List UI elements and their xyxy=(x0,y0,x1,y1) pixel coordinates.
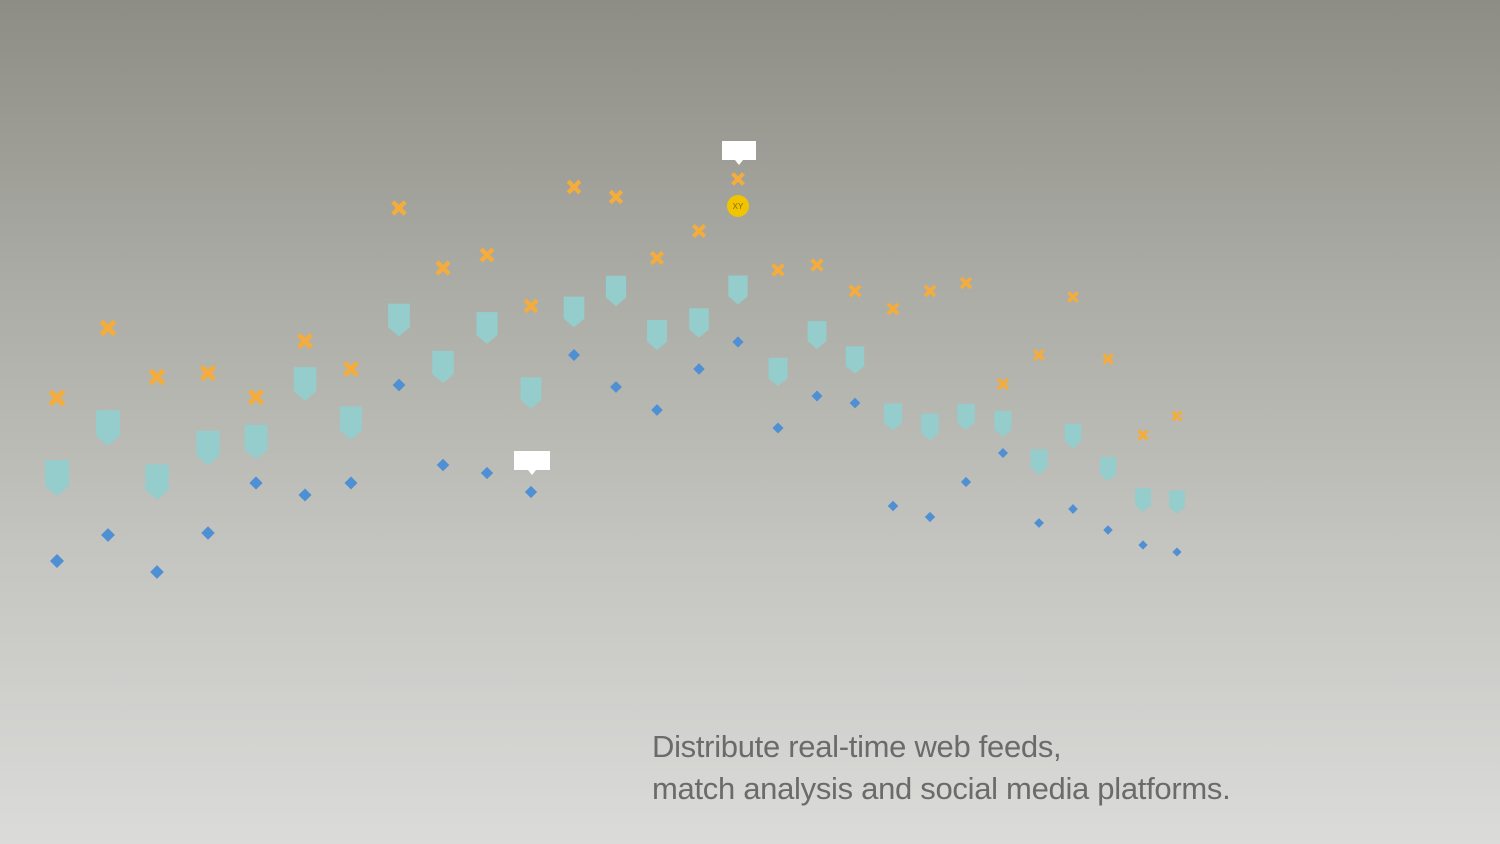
shield-marker xyxy=(921,413,939,441)
cross-marker xyxy=(923,284,937,298)
diamond-marker xyxy=(436,458,450,472)
cross-marker xyxy=(435,260,451,276)
cross-marker xyxy=(1171,410,1183,422)
shield-marker xyxy=(605,275,627,307)
shield-marker xyxy=(994,411,1012,437)
diamond-marker xyxy=(1172,547,1182,557)
speech-bubble xyxy=(514,451,550,475)
cross-marker xyxy=(148,368,166,386)
shield-marker xyxy=(957,403,975,431)
diamond-marker xyxy=(1068,504,1078,514)
cross-marker xyxy=(1067,291,1079,303)
diamond-marker xyxy=(610,381,622,393)
shield-marker xyxy=(728,275,748,305)
diamond-marker xyxy=(693,363,705,375)
shield-marker xyxy=(145,464,169,500)
shield-marker xyxy=(339,406,363,440)
shield-marker xyxy=(845,346,865,374)
speech-bubble xyxy=(722,141,756,165)
cross-marker xyxy=(731,172,745,186)
cross-marker xyxy=(247,388,265,406)
diamond-marker xyxy=(998,448,1008,458)
highlight-badge xyxy=(727,195,749,217)
shield-marker xyxy=(520,377,542,409)
cross-marker xyxy=(523,298,539,314)
diamond-marker xyxy=(1034,518,1044,528)
diamond-marker xyxy=(298,488,312,502)
diamond-marker xyxy=(480,466,494,480)
diamond-marker xyxy=(732,336,744,348)
badge-label: XY xyxy=(733,202,744,211)
diamond-marker xyxy=(651,404,663,416)
diamond-marker xyxy=(392,378,406,392)
shield-marker xyxy=(1099,456,1117,482)
shield-marker xyxy=(1030,449,1048,475)
diamond-marker xyxy=(849,397,861,409)
shield-marker xyxy=(563,296,585,328)
diamond-marker xyxy=(249,476,263,490)
cross-marker xyxy=(1102,353,1114,365)
caption-line: Distribute real-time web feeds, xyxy=(652,729,1062,764)
shield-marker xyxy=(476,312,498,344)
shield-marker xyxy=(45,460,69,496)
shield-marker xyxy=(768,357,788,387)
marker-group xyxy=(45,172,1185,579)
diamond-marker xyxy=(568,349,580,361)
shield-marker xyxy=(196,430,220,466)
diamond-marker xyxy=(772,422,784,434)
bubble-shape xyxy=(514,451,550,475)
shield-marker xyxy=(96,410,120,446)
shield-marker xyxy=(807,320,827,350)
cross-marker xyxy=(297,333,313,349)
cross-marker xyxy=(608,189,624,205)
diamond-marker xyxy=(1138,540,1148,550)
cross-marker xyxy=(566,179,582,195)
shield-marker xyxy=(1135,488,1151,512)
shield-marker xyxy=(388,303,410,337)
cross-marker xyxy=(886,302,900,316)
shield-marker xyxy=(1169,490,1185,514)
cross-marker xyxy=(848,284,862,298)
diamond-marker xyxy=(150,565,164,579)
cross-marker xyxy=(199,364,217,382)
caption-line: match analysis and social media platform… xyxy=(652,771,1231,806)
diamond-marker xyxy=(344,476,358,490)
shield-marker xyxy=(432,350,454,384)
shield-marker xyxy=(293,367,317,401)
cross-marker xyxy=(343,361,359,377)
shield-marker xyxy=(244,424,268,460)
cross-marker xyxy=(1033,349,1045,361)
diamond-marker xyxy=(887,500,899,512)
shield-marker xyxy=(689,308,709,338)
cross-marker xyxy=(996,377,1010,391)
cross-marker xyxy=(391,200,407,216)
cross-marker xyxy=(48,389,66,407)
shield-marker xyxy=(1064,423,1082,449)
diamond-marker xyxy=(960,476,972,488)
caption: Distribute real-time web feeds, match an… xyxy=(652,726,1231,810)
diamond-marker xyxy=(924,511,936,523)
cross-marker xyxy=(771,263,785,277)
shield-marker xyxy=(647,320,667,350)
cross-marker xyxy=(1137,429,1149,441)
cross-marker xyxy=(810,258,824,272)
cross-marker xyxy=(692,224,706,238)
diamond-marker xyxy=(1103,525,1113,535)
cross-marker xyxy=(649,250,665,266)
diamond-marker xyxy=(524,485,538,499)
diamond-marker xyxy=(811,390,823,402)
diamond-marker xyxy=(101,528,115,542)
shield-marker xyxy=(883,403,903,431)
cross-marker xyxy=(99,319,117,337)
diamond-marker xyxy=(50,554,64,568)
cross-marker xyxy=(479,247,495,263)
diamond-marker xyxy=(201,526,215,540)
bubble-shape xyxy=(722,141,756,165)
cross-marker xyxy=(959,276,973,290)
